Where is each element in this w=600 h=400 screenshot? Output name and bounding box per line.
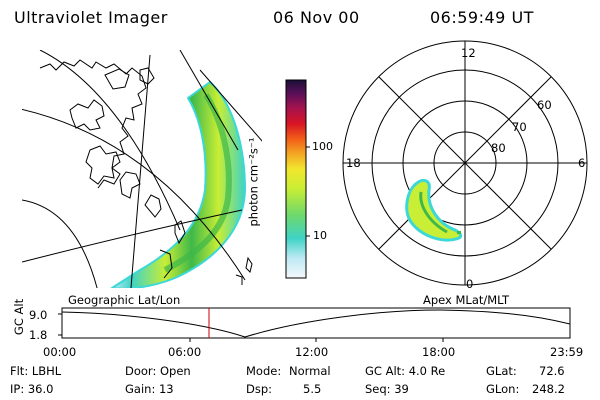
mlt-label-12: 12 [461, 46, 476, 60]
glon-value: 248.2 [532, 382, 565, 396]
mode-label: Mode: [246, 364, 282, 378]
mlt-label-18: 18 [346, 156, 361, 170]
altitude-tick-9: 9.0 [29, 308, 48, 322]
colorbar-tick-10: 10 [313, 229, 327, 242]
polar-aurora [405, 178, 463, 242]
altitude-curve [61, 309, 571, 338]
mlat-label-70: 70 [512, 120, 527, 134]
altitude-plot [58, 307, 571, 342]
dsp-value: 5.5 [303, 382, 322, 396]
glat-label: GLat: [486, 364, 517, 378]
observation-time: 06:59:49 UT [430, 8, 534, 27]
instrument-title: Ultraviolet Imager [14, 8, 168, 27]
mlt-label-6: 6 [578, 156, 586, 170]
aurora-band [110, 80, 247, 288]
ip-info: IP: 36.0 [10, 382, 54, 396]
dsp-label: Dsp: [246, 382, 273, 396]
time-tick-0000: 00:00 [43, 345, 77, 359]
mlt-label-0: 0 [466, 277, 474, 291]
seq-info: Seq: 39 [365, 382, 409, 396]
time-tick-1800: 18:00 [422, 345, 456, 359]
mlat-label-80: 80 [491, 141, 506, 155]
polar-plot-label: Apex MLat/MLT [423, 293, 510, 307]
gain-info: Gain: 13 [125, 382, 174, 396]
glat-value: 72.6 [539, 364, 565, 378]
colorbar-unit-label: photon cm⁻²s⁻¹ [246, 137, 261, 227]
door-info: Door: Open [125, 364, 191, 378]
polar-plot [342, 40, 588, 286]
observation-date: 06 Nov 00 [273, 8, 360, 27]
time-tick-0600: 06:00 [168, 345, 202, 359]
time-tick-1200: 12:00 [295, 345, 329, 359]
altitude-tick-1-8: 1.8 [29, 328, 48, 342]
mlat-label-60: 60 [537, 98, 552, 112]
colorbar-tick-100: 100 [312, 140, 333, 153]
geographic-map [22, 50, 262, 288]
gc-alt-info: GC Alt: 4.0 Re [365, 364, 446, 378]
time-tick-2359: 23:59 [550, 345, 584, 359]
altitude-axis-label: GC Alt [12, 298, 27, 336]
geo-map-label: Geographic Lat/Lon [68, 293, 181, 307]
color-scale-bar [285, 79, 310, 279]
mode-value: Normal [289, 364, 331, 378]
filter-info: Flt: LBHL [10, 364, 62, 378]
glon-label: GLon: [486, 382, 520, 396]
